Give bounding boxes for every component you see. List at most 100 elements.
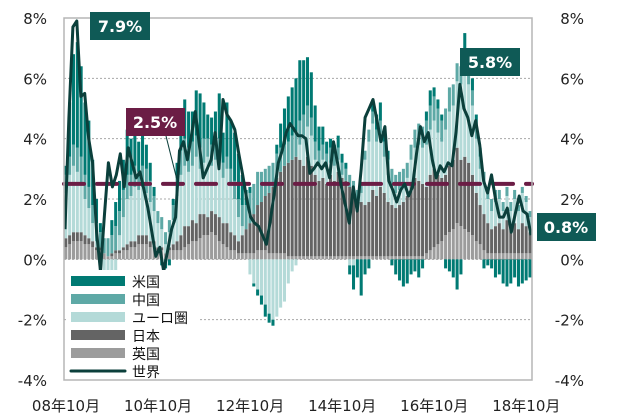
bar-japan (359, 202, 363, 257)
bar-japan (144, 235, 148, 245)
bar-japan (405, 195, 409, 257)
bar-euro (141, 186, 145, 236)
bar-china (428, 105, 432, 130)
bar-euro (75, 171, 79, 233)
bar-us (520, 259, 524, 284)
bar-euro (252, 259, 256, 284)
bar-china (524, 195, 528, 203)
bar-uk (516, 253, 520, 260)
bar-euro (137, 189, 141, 236)
bar-uk (83, 244, 87, 260)
legend-label: 英国 (132, 346, 160, 363)
bar-euro (259, 259, 263, 296)
bar-japan (244, 229, 248, 254)
bar-euro (317, 165, 321, 181)
bar-uk (340, 256, 344, 260)
bar-japan (121, 247, 125, 251)
bar-uk (398, 256, 402, 260)
bar-uk (470, 235, 474, 260)
bar-euro (490, 211, 494, 230)
bar-china (363, 150, 367, 160)
x-tick-label: 10年10月 (124, 397, 192, 415)
legend-swatch (71, 294, 125, 304)
bar-japan (271, 186, 275, 254)
annotation-label: 7.9% (98, 17, 142, 36)
bar-us (152, 186, 156, 196)
bar-china (91, 205, 95, 224)
bar-us (302, 60, 306, 115)
bar-japan (401, 202, 405, 257)
bar-uk (432, 247, 436, 260)
bar-euro (187, 171, 191, 227)
bar-japan (83, 235, 87, 245)
bar-us (317, 126, 321, 151)
bar-china (225, 156, 229, 169)
bar-uk (394, 256, 398, 260)
bar-us (413, 259, 417, 272)
bar-china (328, 147, 333, 163)
bar-us (267, 313, 271, 323)
bar-uk (256, 250, 260, 260)
bar-china (167, 220, 171, 233)
bar-japan (352, 192, 356, 257)
bar-us (359, 259, 363, 296)
bar-us (144, 144, 148, 169)
bar-euro (175, 195, 179, 242)
bar-china (252, 183, 256, 215)
bar-euro (179, 174, 183, 236)
bar-china (520, 186, 524, 193)
bar-euro (474, 138, 478, 193)
legend-item-us: 米国 (71, 275, 160, 291)
bar-us (486, 259, 490, 266)
bar-uk (236, 253, 240, 260)
bar-uk (282, 253, 286, 260)
bar-us (440, 114, 444, 121)
bar-uk (294, 256, 298, 260)
bar-uk (436, 244, 440, 260)
bar-japan (394, 208, 398, 257)
bar-euro (125, 199, 129, 245)
bar-uk (359, 256, 363, 260)
bar-uk (344, 256, 348, 260)
annotation-label: 2.5% (133, 113, 177, 132)
bar-china (440, 120, 444, 142)
bar-euro (359, 192, 363, 203)
bar-euro (275, 259, 279, 317)
bar-uk (417, 256, 421, 260)
bar-japan (198, 214, 202, 239)
bar-euro (382, 156, 386, 193)
y-tick-label: 0% (560, 251, 584, 269)
bar-euro (417, 144, 421, 181)
bar-uk (520, 253, 524, 260)
bar-japan (110, 253, 114, 257)
bar-us (210, 117, 214, 145)
bar-china (478, 156, 482, 169)
bar-japan (236, 241, 240, 254)
bar-japan (248, 223, 252, 254)
legend-item-china: 中国 (71, 293, 160, 309)
bar-uk (355, 256, 359, 260)
y-tick-label: 6% (23, 70, 47, 88)
bar-euro (332, 165, 336, 181)
y-axis-left: 8% 6% 4% 2% 0% -2% -4% (18, 10, 47, 390)
bar-japan (286, 162, 290, 257)
bar-euro (190, 165, 194, 221)
bar-euro (282, 259, 286, 302)
bar-euro (432, 120, 436, 169)
annotation-box (126, 108, 185, 136)
bar-us (482, 259, 486, 269)
bar-uk (524, 253, 528, 260)
bar-us (336, 135, 340, 148)
bar-japan (160, 247, 164, 251)
bar-china (513, 189, 517, 199)
bar-euro (79, 183, 83, 233)
bar-japan (225, 223, 229, 248)
bar-japan (137, 235, 141, 245)
bar-us (83, 102, 87, 175)
bar-china (371, 111, 375, 124)
bar-euro (451, 105, 455, 160)
bar-uk (175, 250, 179, 260)
bar-japan (440, 177, 444, 242)
bar-japan (501, 229, 505, 254)
bar-china (398, 171, 402, 190)
